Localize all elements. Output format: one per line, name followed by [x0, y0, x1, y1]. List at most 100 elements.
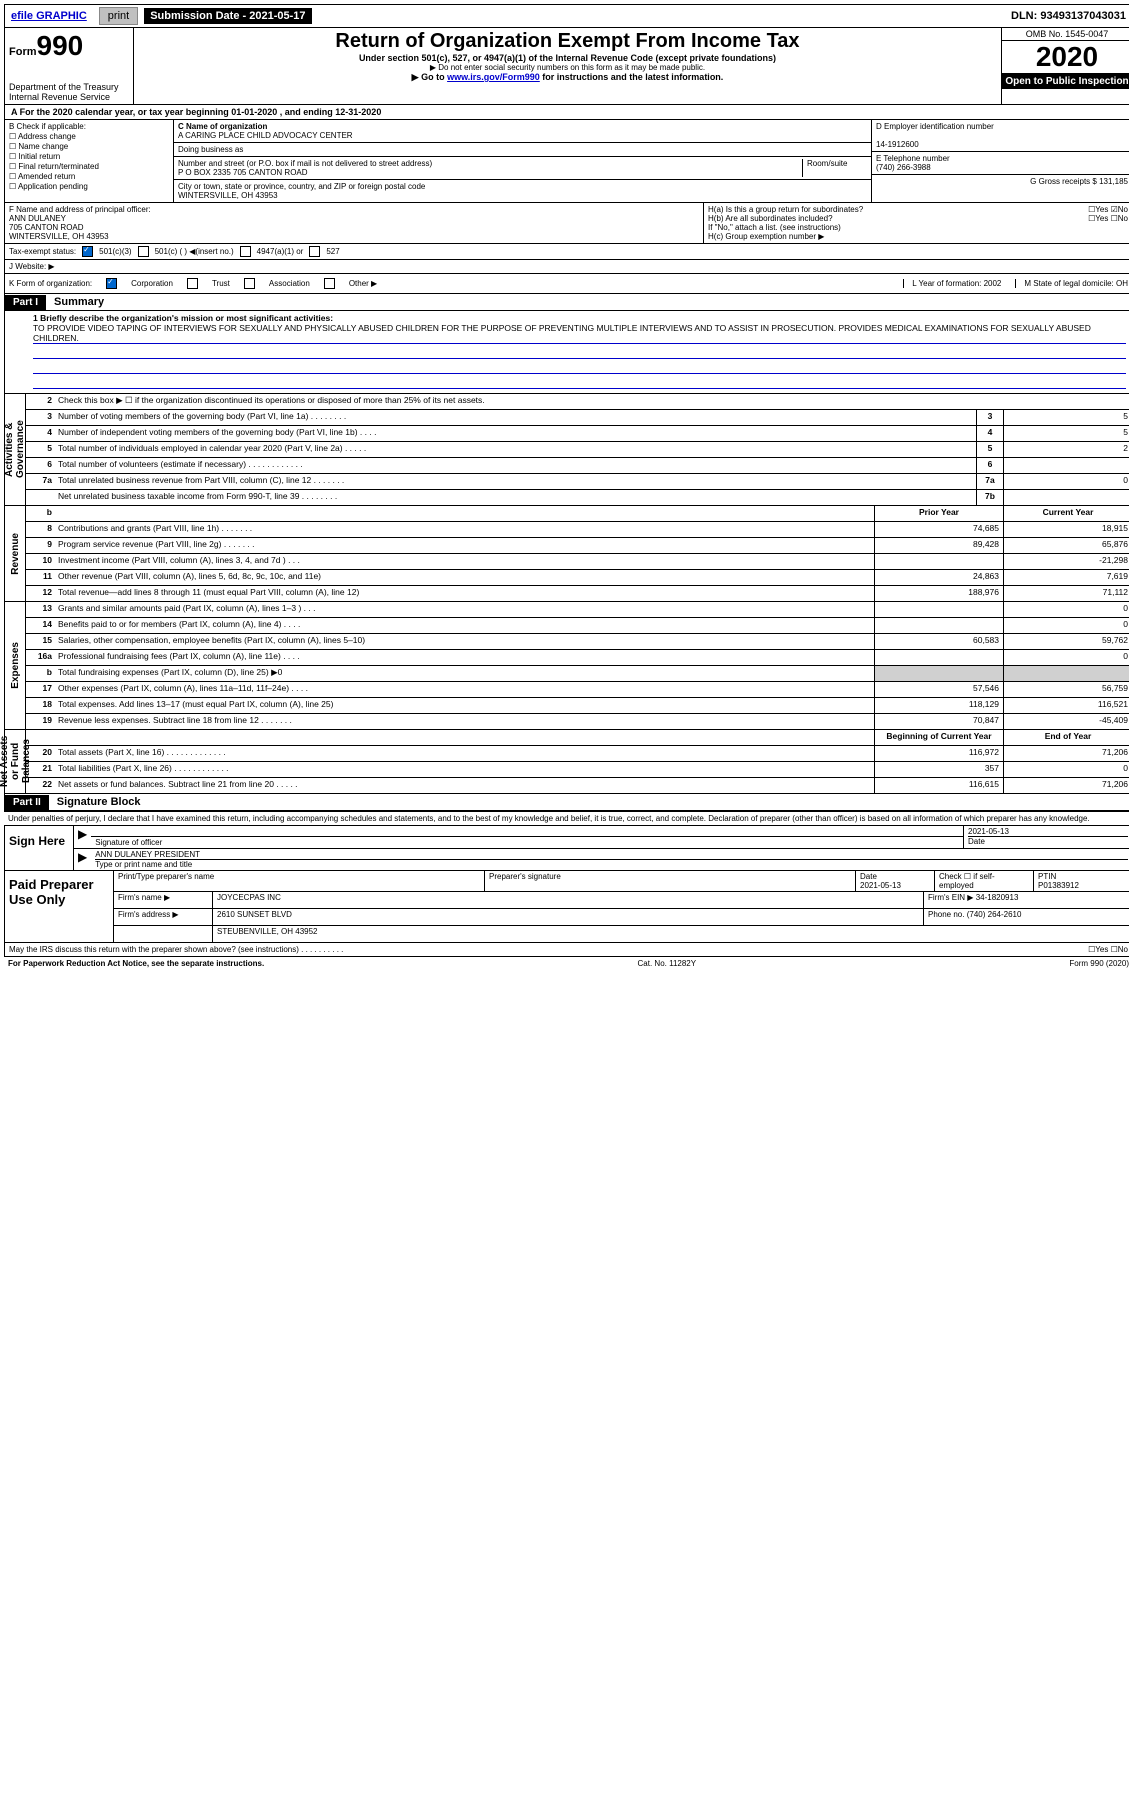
table-row: 15Salaries, other compensation, employee…	[26, 634, 1129, 650]
cb-amended[interactable]: ☐ Amended return	[9, 172, 169, 181]
table-row: bTotal fundraising expenses (Part IX, co…	[26, 666, 1129, 682]
year-formation: L Year of formation: 2002	[903, 279, 1001, 288]
row-k: K Form of organization: Corporation Trus…	[4, 274, 1129, 294]
self-employed-check[interactable]: Check ☐ if self-employed	[935, 871, 1034, 891]
hc-row: H(c) Group exemption number ▶	[708, 232, 1128, 241]
col-current-year: Current Year	[1003, 506, 1129, 521]
block-b-to-g: B Check if applicable: ☐ Address change …	[4, 120, 1129, 203]
discuss-row: May the IRS discuss this return with the…	[4, 943, 1129, 957]
print-button[interactable]: print	[99, 7, 138, 25]
preparer-sig-label: Preparer's signature	[485, 871, 856, 891]
paid-preparer-block: Paid Preparer Use Only Print/Type prepar…	[4, 871, 1129, 943]
table-row: 12Total revenue—add lines 8 through 11 (…	[26, 586, 1129, 601]
officer-name: ANN DULANEY	[9, 214, 66, 223]
hb-row: H(b) Are all subordinates included? ☐Yes…	[708, 214, 1128, 223]
city-value: WINTERSVILLE, OH 43953	[178, 191, 278, 200]
org-name: A CARING PLACE CHILD ADVOCACY CENTER	[178, 131, 353, 140]
officer-printed-name: ANN DULANEY PRESIDENT	[95, 850, 1128, 859]
cb-corp[interactable]	[106, 278, 117, 289]
subtitle-3: ▶ Go to www.irs.gov/Form990 for instruct…	[140, 72, 995, 83]
page-footer: For Paperwork Reduction Act Notice, see …	[4, 957, 1129, 970]
name-title-label: Type or print name and title	[95, 859, 1128, 869]
table-row: 4Number of independent voting members of…	[26, 426, 1129, 442]
table-row: 9Program service revenue (Part VIII, lin…	[26, 538, 1129, 554]
col-begin-year: Beginning of Current Year	[874, 730, 1003, 745]
city-label: City or town, state or province, country…	[178, 182, 425, 191]
table-row: 17Other expenses (Part IX, column (A), l…	[26, 682, 1129, 698]
cb-address-change[interactable]: ☐ Address change	[9, 132, 169, 141]
tax-year: 2020	[1002, 41, 1129, 74]
room-label: Room/suite	[802, 159, 867, 177]
dba-label: Doing business as	[178, 145, 243, 154]
top-bar: efile GRAPHIC print Submission Date - 20…	[4, 4, 1129, 28]
street-value: P O BOX 2335 705 CANTON ROAD	[178, 168, 308, 177]
cb-other[interactable]	[324, 278, 335, 289]
line-1-mission: 1 Briefly describe the organization's mi…	[4, 311, 1129, 394]
omb-number: OMB No. 1545-0047	[1002, 28, 1129, 41]
dept-treasury: Department of the Treasury Internal Reve…	[9, 82, 129, 102]
table-row: Net unrelated business taxable income fr…	[26, 490, 1129, 505]
part2-header: Part IISignature Block	[4, 794, 1129, 811]
table-row: 3Number of voting members of the governi…	[26, 410, 1129, 426]
table-row: 22Net assets or fund balances. Subtract …	[26, 778, 1129, 793]
table-row: 5Total number of individuals employed in…	[26, 442, 1129, 458]
ein-label: D Employer identification number	[876, 122, 994, 131]
box-b-label: B Check if applicable:	[9, 122, 86, 131]
governance-section: Activities & Governance 2Check this box …	[4, 394, 1129, 506]
table-row: 18Total expenses. Add lines 13–17 (must …	[26, 698, 1129, 714]
table-row: 10Investment income (Part VIII, column (…	[26, 554, 1129, 570]
phone-label: E Telephone number	[876, 154, 950, 163]
phone-value: (740) 266-3988	[876, 163, 931, 172]
efile-link[interactable]: efile GRAPHIC	[11, 10, 87, 22]
row-j: J Website: ▶	[4, 260, 1129, 274]
cb-application-pending[interactable]: ☐ Application pending	[9, 182, 169, 191]
cb-name-change[interactable]: ☐ Name change	[9, 142, 169, 151]
line-2: Check this box ▶ ☐ if the organization d…	[56, 394, 1129, 409]
sig-officer-label: Signature of officer	[95, 838, 162, 847]
footer-mid: Cat. No. 11282Y	[638, 959, 697, 968]
table-row: 14Benefits paid to or for members (Part …	[26, 618, 1129, 634]
table-row: 13Grants and similar amounts paid (Part …	[26, 602, 1129, 618]
cb-4947[interactable]	[240, 246, 251, 257]
firm-phone: (740) 264-2610	[967, 910, 1022, 919]
cb-final-return[interactable]: ☐ Final return/terminated	[9, 162, 169, 171]
cb-501c[interactable]	[138, 246, 149, 257]
officer-addr1: 705 CANTON ROAD	[9, 223, 84, 232]
irs-link[interactable]: www.irs.gov/Form990	[447, 72, 540, 82]
gross-value: 131,185	[1099, 177, 1128, 186]
sign-here-block: Sign Here ▶Signature of officer2021-05-1…	[4, 825, 1129, 871]
table-row: 6Total number of volunteers (estimate if…	[26, 458, 1129, 474]
vert-net-assets: Net Assets or Fund Balances	[0, 730, 34, 793]
table-row: 8Contributions and grants (Part VIII, li…	[26, 522, 1129, 538]
part1-header: Part ISummary	[4, 294, 1129, 311]
submission-date: Submission Date - 2021-05-17	[144, 8, 311, 24]
footer-left: For Paperwork Reduction Act Notice, see …	[8, 959, 264, 968]
declaration: Under penalties of perjury, I declare th…	[4, 811, 1129, 825]
subtitle-1: Under section 501(c), 527, or 4947(a)(1)…	[140, 53, 995, 63]
street-label: Number and street (or P.O. box if mail i…	[178, 159, 432, 168]
f-label: F Name and address of principal officer:	[9, 205, 151, 214]
row-i: Tax-exempt status: 501(c)(3) 501(c) ( ) …	[4, 244, 1129, 260]
firm-addr1: 2610 SUNSET BLVD	[213, 909, 924, 925]
table-row: 11Other revenue (Part VIII, column (A), …	[26, 570, 1129, 586]
firm-name: JOYCECPAS INC	[213, 892, 924, 908]
hb-note: If "No," attach a list. (see instruction…	[708, 223, 1128, 232]
cb-501c3[interactable]	[82, 246, 93, 257]
table-row: 20Total assets (Part X, line 16) . . . .…	[26, 746, 1129, 762]
state-domicile: M State of legal domicile: OH	[1015, 279, 1128, 288]
block-f-h: F Name and address of principal officer:…	[4, 203, 1129, 244]
sign-here-label: Sign Here	[5, 826, 74, 870]
date-label: Date	[968, 836, 1128, 846]
cb-trust[interactable]	[187, 278, 198, 289]
dln: DLN: 93493137043031	[1005, 8, 1129, 24]
vert-revenue: Revenue	[8, 529, 23, 579]
cb-assoc[interactable]	[244, 278, 255, 289]
ein-value: 14-1912600	[876, 140, 919, 149]
paid-preparer-label: Paid Preparer Use Only	[5, 871, 114, 942]
mission-text: TO PROVIDE VIDEO TAPING OF INTERVIEWS FO…	[33, 323, 1126, 344]
cb-527[interactable]	[309, 246, 320, 257]
firm-ein: 34-1820913	[976, 893, 1019, 902]
table-row: 19Revenue less expenses. Subtract line 1…	[26, 714, 1129, 729]
ptin-value: P01383912	[1038, 881, 1079, 890]
cb-initial-return[interactable]: ☐ Initial return	[9, 152, 169, 161]
